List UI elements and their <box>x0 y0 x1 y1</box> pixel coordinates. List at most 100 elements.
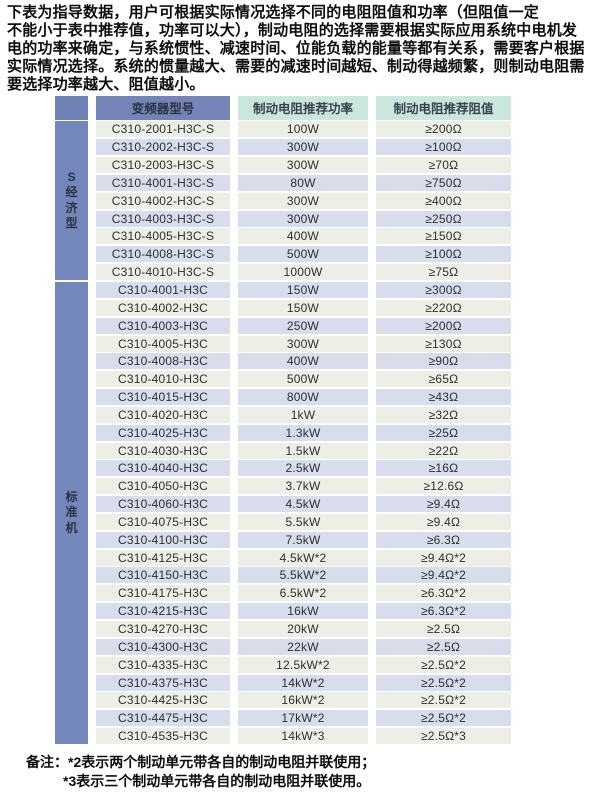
column-header-inverter-model: 变频器型号 <box>96 95 230 120</box>
model-cell: C310-4025-H3C <box>96 424 230 441</box>
resistance-cell: ≥16Ω <box>376 460 511 477</box>
model-cell: C310-4040-H3C <box>96 460 230 477</box>
power-cell: 80W <box>238 174 368 191</box>
model-cell: C310-4015-H3C <box>96 389 230 406</box>
power-cell: 16kW*2 <box>238 692 368 709</box>
model-cell: C310-4215-H3C <box>96 603 230 620</box>
resistance-cell: ≥2.5Ω*2 <box>376 692 511 709</box>
model-cell: C310-4002-H3C-S <box>96 192 230 209</box>
model-cell: C310-4125-H3C <box>96 549 230 566</box>
resistance-cell: ≥12.6Ω <box>376 478 511 495</box>
remarks: 备注：*2表示两个制动单元带各自的制动电阻并联使用； *3表示三个制动单元带各自… <box>26 753 600 791</box>
power-cell: 6.5kW*2 <box>238 585 368 602</box>
model-cell: C310-4175-H3C <box>96 585 230 602</box>
resistance-cell: ≥70Ω <box>376 157 511 174</box>
power-cell: 1.3kW <box>238 424 368 441</box>
model-cell: C310-4003-H3C <box>96 317 230 334</box>
intro-line: 下表为指导数据，用户可根据实际情况选择不同的电阻阻值和功率（但阻值一定 <box>7 4 540 21</box>
resistance-cell: ≥6.3Ω*2 <box>376 585 511 602</box>
model-cell: C310-2002-H3C-S <box>96 139 230 156</box>
resistance-cell: ≥75Ω <box>376 264 511 281</box>
model-cell: C310-4425-H3C <box>96 692 230 709</box>
power-cell: 17kW*2 <box>238 710 368 727</box>
resistance-cell: ≥300Ω <box>376 281 511 298</box>
power-cell: 300W <box>238 335 368 352</box>
remarks-label: 备注： <box>26 754 68 771</box>
power-cell: 1kW <box>238 406 368 423</box>
power-cell: 150W <box>238 281 368 298</box>
model-cell: C310-4001-H3C <box>96 281 230 298</box>
model-cell: C310-4010-H3C-S <box>96 264 230 281</box>
power-cell: 7.5kW <box>238 531 368 548</box>
model-cell: C310-4003-H3C-S <box>96 210 230 227</box>
resistance-cell: ≥2.5Ω*3 <box>376 728 511 745</box>
power-cell: 400W <box>238 228 368 245</box>
resistance-cell: ≥400Ω <box>376 192 511 209</box>
power-cell: 22kW <box>238 638 368 655</box>
model-cell: C310-4008-H3C-S <box>96 246 230 263</box>
model-cell: C310-4008-H3C <box>96 353 230 370</box>
model-cell: C310-4005-H3C-S <box>96 228 230 245</box>
model-cell: C310-4300-H3C <box>96 638 230 655</box>
power-cell: 1000W <box>238 264 368 281</box>
model-cell: C310-2001-H3C-S <box>96 121 230 138</box>
model-cell: C310-4535-H3C <box>96 728 230 745</box>
resistance-cell: ≥2.5Ω*2 <box>376 674 511 691</box>
group-label: S 经 济 型 <box>55 121 88 281</box>
model-cell: C310-4100-H3C <box>96 531 230 548</box>
resistance-cell: ≥220Ω <box>376 299 511 316</box>
resistance-cell: ≥9.4Ω*2 <box>376 549 511 566</box>
power-cell: 300W <box>238 139 368 156</box>
resistance-cell: ≥25Ω <box>376 424 511 441</box>
power-cell: 4.5kW <box>238 496 368 513</box>
model-cell: C310-4475-H3C <box>96 710 230 727</box>
model-cell: C310-4375-H3C <box>96 674 230 691</box>
power-cell: 5.5kW <box>238 513 368 530</box>
model-cell: C310-2003-H3C-S <box>96 157 230 174</box>
power-cell: 400W <box>238 353 368 370</box>
power-cell: 2.5kW <box>238 460 368 477</box>
resistance-cell: ≥9.4Ω*2 <box>376 567 511 584</box>
power-cell: 14kW*2 <box>238 674 368 691</box>
power-cell: 16kW <box>238 603 368 620</box>
power-cell: 300W <box>238 157 368 174</box>
resistance-cell: ≥6.3Ω <box>376 531 511 548</box>
power-cell: 4.5kW*2 <box>238 549 368 566</box>
power-cell: 300W <box>238 210 368 227</box>
resistance-cell: ≥32Ω <box>376 406 511 423</box>
column-header-recommended-power: 制动电阻推荐功率 <box>238 95 368 120</box>
model-cell: C310-4060-H3C <box>96 496 230 513</box>
power-cell: 14kW*3 <box>238 728 368 745</box>
resistance-cell: ≥100Ω <box>376 139 511 156</box>
resistance-cell: ≥100Ω <box>376 246 511 263</box>
intro-line: 实际情况选择。系统的惯量越大、需要的减速时间越短、制动得越频繁，则制动电阻需 <box>7 57 585 75</box>
resistance-cell: ≥200Ω <box>376 317 511 334</box>
model-cell: C310-4030-H3C <box>96 442 230 459</box>
power-cell: 12.5kW*2 <box>238 656 368 673</box>
group-label: 标 准 机 <box>55 281 88 745</box>
resistance-cell: ≥200Ω <box>376 121 511 138</box>
remark-note-3: *3表示三个制动单元带各自的制动电阻并联使用。 <box>63 773 371 790</box>
resistance-cell: ≥750Ω <box>376 174 511 191</box>
model-cell: C310-4335-H3C <box>96 656 230 673</box>
resistance-cell: ≥6.3Ω*2 <box>376 603 511 620</box>
power-cell: 1.5kW <box>238 442 368 459</box>
power-cell: 150W <box>238 299 368 316</box>
model-cell: C310-4150-H3C <box>96 567 230 584</box>
resistance-cell: ≥9.4Ω <box>376 513 511 530</box>
resistance-cell: ≥43Ω <box>376 389 511 406</box>
resistance-cell: ≥2.5Ω <box>376 621 511 637</box>
model-cell: C310-4020-H3C <box>96 406 230 423</box>
resistance-cell: ≥250Ω <box>376 210 511 227</box>
remark-line-1: 备注：*2表示两个制动单元带各自的制动电阻并联使用； <box>26 753 600 772</box>
power-cell: 500W <box>238 371 368 388</box>
power-cell: 5.5kW*2 <box>238 567 368 584</box>
resistance-cell: ≥150Ω <box>376 228 511 245</box>
remark-note-2: *2表示两个制动单元带各自的制动电阻并联使用； <box>68 754 376 771</box>
resistance-cell: ≥9.4Ω <box>376 496 511 513</box>
power-cell: 500W <box>238 246 368 263</box>
resistance-cell: ≥90Ω <box>376 353 511 370</box>
resistance-cell: ≥65Ω <box>376 371 511 388</box>
column-header-recommended-resistance: 制动电阻推荐阻值 <box>376 95 511 120</box>
